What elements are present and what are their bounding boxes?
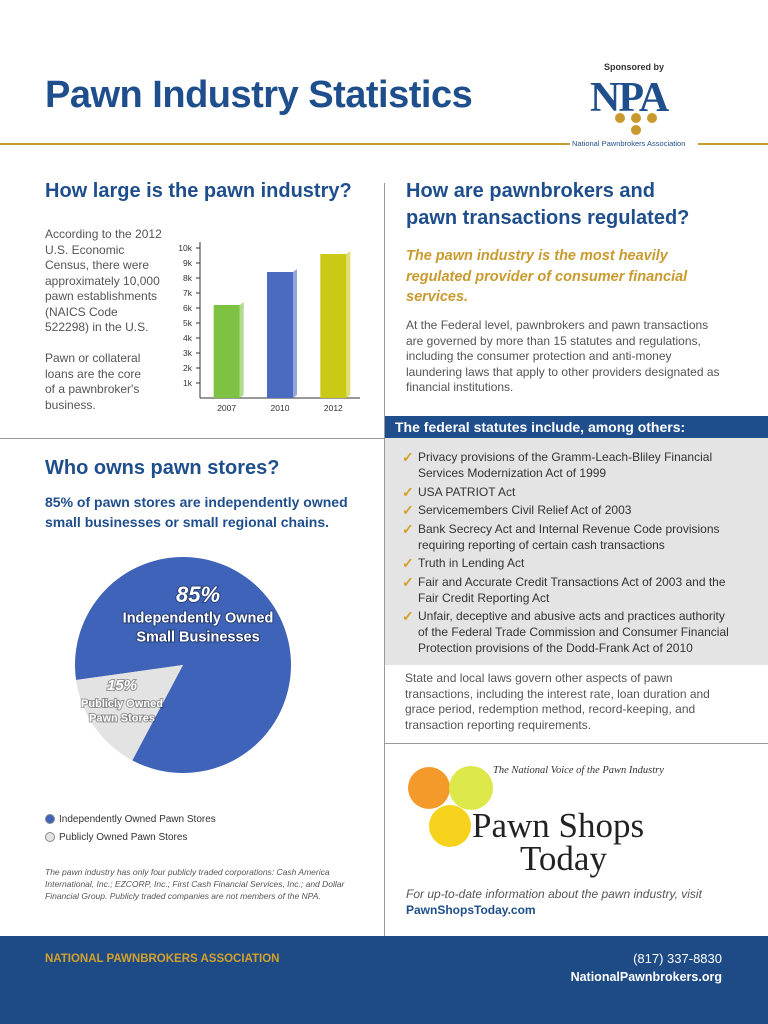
value-label: 85%	[176, 582, 220, 607]
promo-text: For up-to-date information about the paw…	[406, 886, 706, 918]
divider	[384, 183, 385, 936]
highlight: The pawn industry is the most heavily re…	[406, 248, 688, 305]
brand: Pawn Shops	[472, 806, 645, 845]
paragraph: At the Federal level, pawnbrokers and pa…	[406, 318, 720, 394]
statutes-list: Privacy provisions of the Gramm-Leach-Bl…	[400, 449, 730, 659]
x-tick-label: 2012	[324, 403, 343, 413]
bar	[267, 272, 293, 398]
paragraph: Pawn or collateral loans are the core of…	[45, 351, 142, 412]
divider	[385, 743, 768, 744]
y-tick-label: 1k	[183, 378, 193, 388]
paragraph: State and local laws govern other aspect…	[405, 671, 710, 732]
statute: Fair and Accurate Credit Transactions Ac…	[400, 574, 730, 606]
tagline: The National Voice of the Pawn Industry	[493, 765, 664, 776]
y-tick-label: 3k	[183, 348, 193, 358]
statute: USA PATRIOT Act	[400, 484, 730, 500]
statute: Unfair, deceptive and abusive acts and p…	[400, 608, 730, 656]
brand: Today	[520, 839, 607, 878]
heading: How are pawnbrokers and pawn transaction…	[406, 180, 690, 229]
logo-dots	[615, 113, 657, 135]
y-tick-label: 7k	[183, 288, 193, 298]
bar	[213, 305, 240, 398]
statute: Bank Secrecy Act and Internal Revenue Co…	[400, 521, 730, 553]
bar-side	[293, 269, 297, 398]
footer-org: NATIONAL PAWNBROKERS ASSOCIATION	[45, 953, 280, 965]
logo: NPA	[590, 75, 669, 121]
paragraph: According to the 2012 U.S. Economic Cens…	[45, 227, 162, 334]
bar-chart: 1k 2k 3k 4k 5k 6k 7k 8k 9k 10k 2007 2010 2012	[178, 242, 360, 413]
promo-text: For up-to-date information about the paw…	[406, 887, 702, 901]
divider	[0, 438, 384, 439]
footer	[0, 936, 768, 1024]
y-tick-label: 4k	[183, 333, 193, 343]
bar-side	[346, 251, 351, 398]
statute: Privacy provisions of the Gramm-Leach-Bl…	[400, 449, 730, 481]
x-tick-label: 2010	[271, 403, 290, 413]
legend-marker	[45, 814, 55, 824]
y-tick-label: 9k	[183, 258, 193, 268]
legend-label: Publicly Owned Pawn Stores	[59, 832, 187, 843]
bar	[320, 254, 347, 398]
link[interactable]: PawnShopsToday.com	[406, 903, 536, 917]
y-tick-label: 6k	[183, 303, 193, 313]
x-tick-label: 2007	[217, 403, 236, 413]
slice-label: Independently Owned Small Businesses	[123, 611, 274, 646]
rule	[0, 143, 570, 145]
rule	[698, 143, 768, 145]
heading: Who owns pawn stores?	[45, 457, 280, 479]
website[interactable]: NationalPawnbrokers.org	[570, 970, 722, 984]
y-tick-label: 8k	[183, 273, 193, 283]
statutes-heading: The federal statutes include, among othe…	[395, 419, 686, 435]
pie-slice	[75, 557, 291, 773]
bar-side	[239, 302, 244, 398]
slice-label: Publicly Owned Pawn Stores	[81, 698, 163, 724]
sponsor-label: Sponsored by	[604, 62, 665, 72]
statutes-bar	[385, 416, 768, 438]
legend-label: Independently Owned Pawn Stores	[59, 814, 216, 825]
statute: Servicemembers Civil Relief Act of 2003	[400, 502, 730, 518]
y-tick-label: 10k	[178, 243, 192, 253]
pie-chart: 85% Independently Owned Small Businesses In…	[45, 557, 291, 843]
heading: How large is the pawn industry?	[45, 180, 352, 202]
y-tick-label: 2k	[183, 363, 193, 373]
promo-logo	[408, 766, 493, 847]
phone: (817) 337-8830	[633, 951, 722, 966]
statute: Truth in Lending Act	[400, 555, 730, 571]
value-label: 15%	[107, 677, 137, 694]
y-tick-label: 5k	[183, 318, 193, 328]
pie-slice	[76, 665, 183, 761]
legend-marker	[45, 832, 55, 842]
logo-caption: National Pawnbrokers Association	[572, 139, 686, 148]
summary: 85% of pawn stores are independently own…	[45, 494, 348, 530]
title: Pawn Industry Statistics	[45, 74, 473, 116]
footnote: The pawn industry has only four publicly…	[45, 867, 345, 901]
